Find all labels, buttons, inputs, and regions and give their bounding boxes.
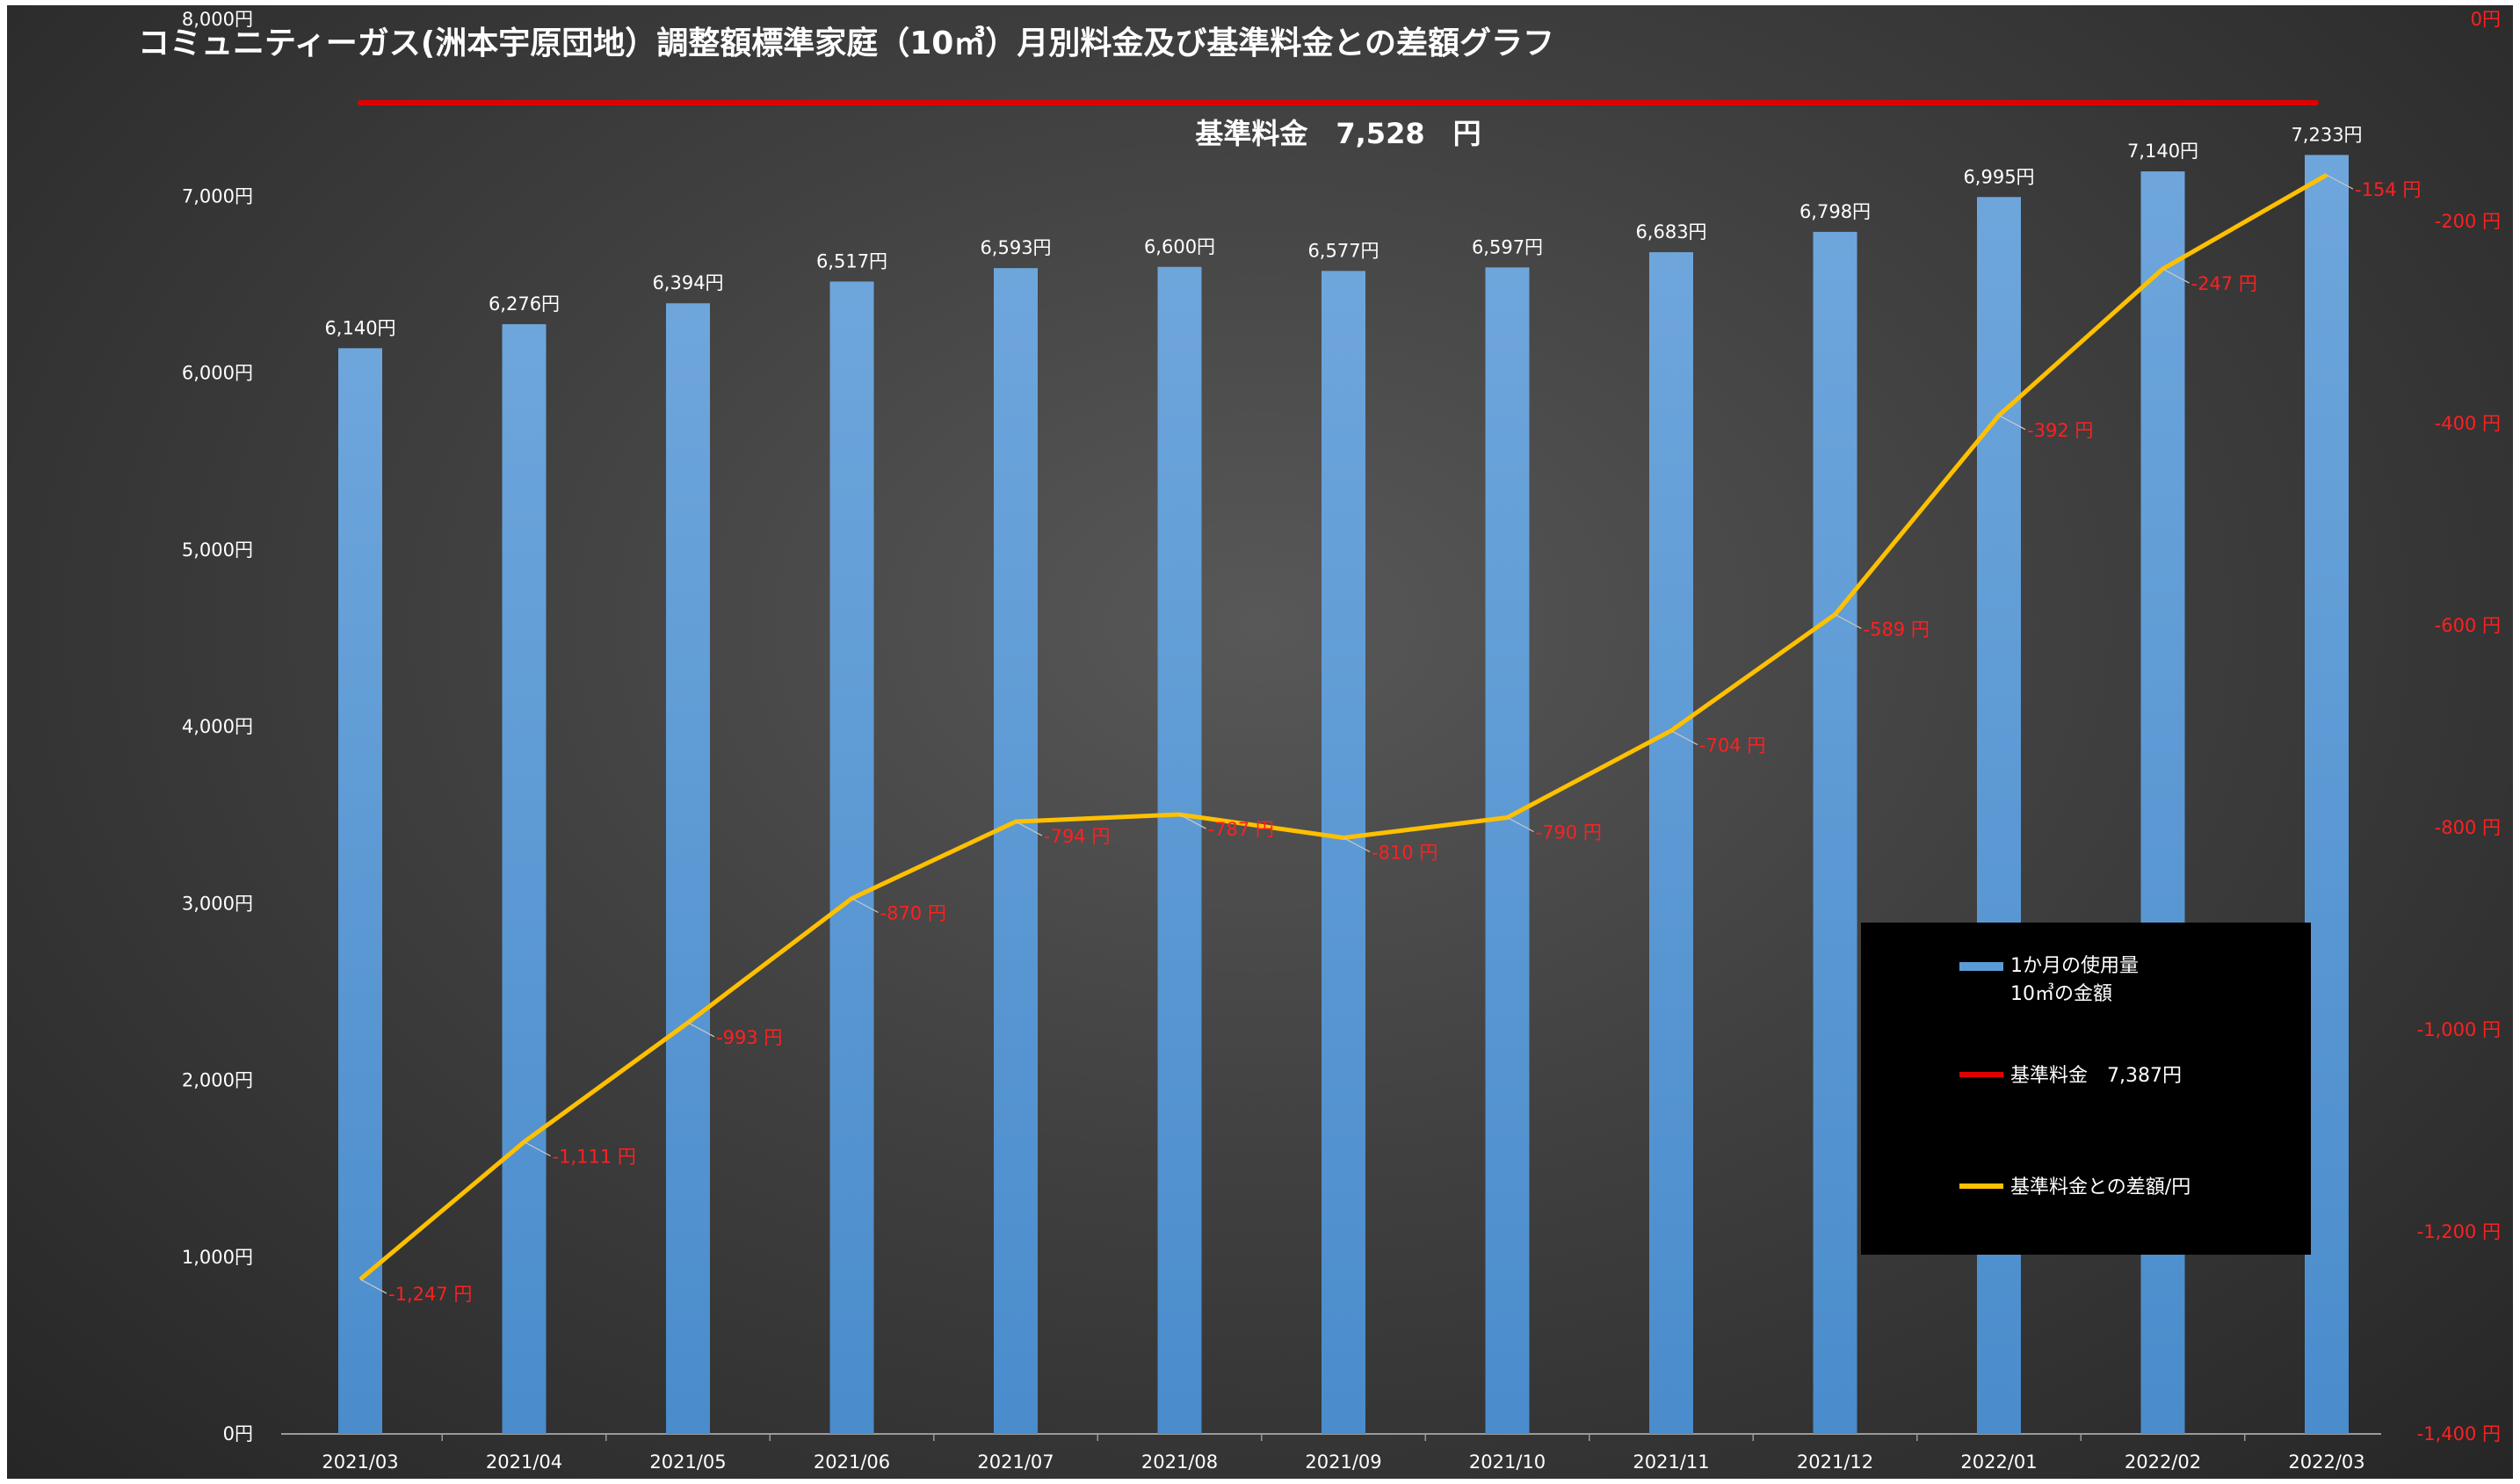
diff-value-label: -247 円	[2191, 273, 2257, 294]
y-right-tick-label: 0円	[2471, 9, 2501, 30]
y-left-tick-label: 6,000円	[182, 363, 253, 384]
bar-value-label: 6,577円	[1307, 240, 1379, 261]
bar	[1485, 267, 1530, 1434]
diff-leader-line	[1507, 816, 1534, 833]
diff-value-label: -1,111 円	[553, 1147, 636, 1168]
bar-value-label: 6,683円	[1635, 221, 1706, 243]
diff-value-label: -810 円	[1372, 843, 1437, 864]
diff-value-label: -790 円	[1536, 822, 1602, 843]
y-left-tick-label: 1,000円	[182, 1247, 253, 1268]
diff-value-label: -392 円	[2027, 420, 2093, 441]
y-left-tick-label: 2,000円	[182, 1070, 253, 1091]
legend-reference-label: 基準料金 7,387円	[2010, 1065, 2182, 1087]
diff-value-label: -794 円	[1044, 826, 1110, 847]
diff-leader-line	[1343, 836, 1371, 853]
y-right-tick-label: -800 円	[2435, 817, 2501, 838]
diff-leader-line	[2326, 174, 2354, 190]
diff-leader-line	[1670, 730, 1698, 746]
data-labels: 6,140円 6,276円 6,394円 6,517円 6,593円 6,600円 6,57…	[324, 124, 2421, 1305]
bar-value-label: 6,140円	[324, 317, 395, 338]
diff-value-label: -993 円	[716, 1027, 782, 1048]
diff-value-label: -589 円	[1864, 619, 1930, 640]
bar	[2305, 155, 2349, 1434]
reference-line-group: 基準料金 7,528 円	[358, 99, 2319, 150]
y-left-tick-label: 4,000円	[182, 716, 253, 737]
diff-leader-line	[1179, 814, 1206, 829]
diff-leader-line	[1835, 613, 1862, 629]
legend-bar-label-line2: 10㎥の金額	[2010, 982, 2112, 1005]
y-right-tick-label: -200 円	[2435, 211, 2501, 232]
y-left-tick-label: 8,000円	[182, 9, 253, 30]
diff-leader-line	[524, 1141, 551, 1157]
bar	[994, 268, 1038, 1435]
bar	[502, 323, 547, 1435]
x-tick-label: 2022/01	[1960, 1451, 2037, 1473]
y-left-tick-label: 0円	[223, 1423, 253, 1444]
bar	[1322, 271, 1365, 1434]
bar	[1649, 252, 1693, 1434]
x-tick-label: 2021/07	[977, 1451, 1054, 1473]
x-tick-label: 2021/04	[486, 1451, 562, 1473]
bar-value-label: 6,995円	[1963, 166, 2034, 187]
bar-value-label: 6,517円	[816, 250, 887, 271]
bar-value-label: 6,593円	[980, 237, 1051, 258]
diff-value-label: -704 円	[1699, 735, 1765, 756]
bar-value-label: 6,597円	[1472, 236, 1543, 257]
bar-value-label: 7,140円	[2127, 141, 2198, 162]
bar	[338, 348, 382, 1435]
bar-value-label: 6,600円	[1144, 236, 1215, 257]
bar	[1157, 266, 1202, 1434]
y-left-tick-label: 5,000円	[182, 539, 253, 561]
x-tick-label: 2022/02	[2125, 1451, 2201, 1473]
y-right-tick-label: -1,200 円	[2417, 1221, 2501, 1242]
diff-leader-line	[2162, 268, 2190, 284]
y-left-tick-label: 7,000円	[182, 185, 253, 206]
diff-value-label: -787 円	[1208, 819, 1274, 840]
bar-value-label: 6,394円	[652, 272, 723, 293]
diff-leader-line	[851, 897, 879, 914]
x-tick-label: 2021/05	[649, 1451, 726, 1473]
y-right-tick-label: -1,000 円	[2417, 1019, 2501, 1040]
diff-leader-line	[359, 1278, 387, 1294]
chart-title: コミュニティーガス(洲本宇原団地）調整額標準家庭（10㎥）月別料金及び基準料金と…	[138, 25, 1554, 62]
diff-value-label: -870 円	[880, 903, 946, 924]
legend-bar-label-line1: 1か月の使用量	[2010, 955, 2139, 977]
reference-line-label: 基準料金 7,528 円	[1195, 117, 1481, 150]
legend-line-label: 基準料金との差額/円	[2010, 1176, 2191, 1198]
diff-leader-line	[1015, 821, 1043, 836]
x-tick-label: 2021/09	[1305, 1451, 1381, 1473]
x-tick-label: 2022/03	[2288, 1451, 2364, 1473]
legend-bar-swatch	[1959, 962, 2003, 971]
x-tick-label: 2021/06	[814, 1451, 890, 1473]
x-tick-label: 2021/08	[1141, 1451, 1218, 1473]
x-tick-label: 2021/03	[322, 1451, 398, 1473]
x-tick-label: 2021/10	[1469, 1451, 1546, 1473]
bar	[1813, 231, 1857, 1435]
bar-value-label: 7,233円	[2291, 124, 2362, 145]
line-series	[358, 172, 2354, 1294]
diff-value-label: -1,247 円	[388, 1284, 472, 1305]
bar-value-label: 6,798円	[1799, 201, 1871, 222]
x-tick-label: 2021/11	[1633, 1451, 1709, 1473]
bar	[666, 303, 710, 1434]
diff-leader-line	[687, 1022, 715, 1038]
legend-box	[1861, 923, 2311, 1255]
diff-leader-line	[1998, 415, 2026, 431]
chart-svg: コミュニティーガス(洲本宇原団地）調整額標準家庭（10㎥）月別料金及び基準料金と…	[138, 9, 2501, 1473]
diff-value-label: -154 円	[2355, 179, 2421, 200]
axes: 0円 1,000円 2,000円 3,000円 4,000円 5,000円 6,000円 7,…	[182, 9, 2501, 1473]
y-right-tick-label: -600 円	[2435, 615, 2501, 636]
y-right-tick-label: -400 円	[2435, 413, 2501, 434]
chart-area: コミュニティーガス(洲本宇原団地）調整額標準家庭（10㎥）月別料金及び基準料金と…	[7, 5, 2513, 1479]
x-tick-label: 2021/12	[1797, 1451, 1873, 1473]
bar-value-label: 6,276円	[489, 293, 560, 315]
bar	[829, 281, 874, 1434]
y-right-tick-label: -1,400 円	[2417, 1423, 2501, 1444]
y-left-tick-label: 3,000円	[182, 893, 253, 914]
